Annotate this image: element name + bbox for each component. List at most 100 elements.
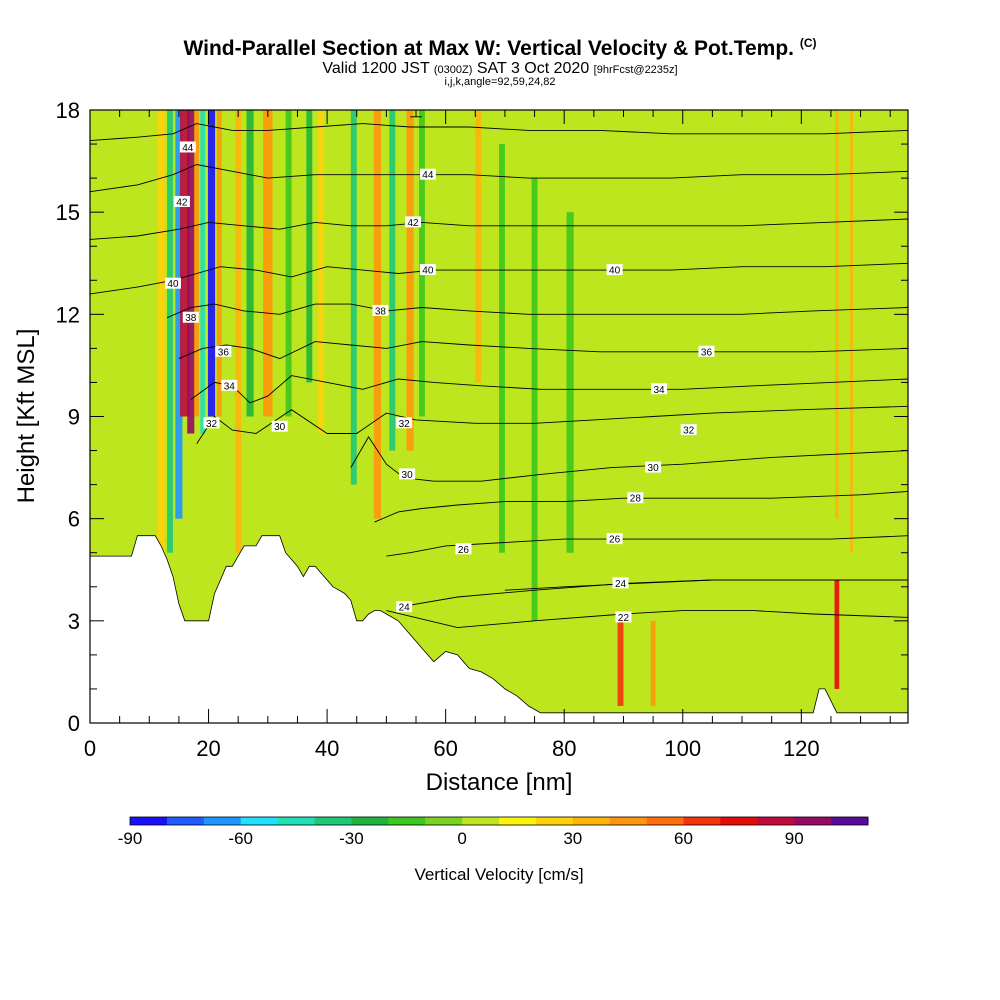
colorbar-tick-label: 30 (563, 829, 582, 848)
colorbar-swatch (646, 817, 684, 825)
contour-label: 30 (648, 463, 660, 474)
contour-label-box (215, 345, 232, 357)
contour-label-box (627, 492, 644, 504)
w-column (389, 110, 396, 451)
contour-label-box (419, 264, 436, 276)
contour-label-box (271, 420, 288, 432)
colorbar-swatch (277, 817, 315, 825)
w-column (617, 620, 624, 706)
terrain-mask (90, 535, 908, 723)
w-column (187, 110, 195, 434)
contour-label-box (405, 216, 422, 228)
x-axis-label: Distance [nm] (426, 769, 573, 796)
contour-label-box (221, 379, 238, 391)
contour-label-box (606, 264, 623, 276)
contour-label: 40 (609, 266, 621, 277)
colorbar-swatch (572, 817, 611, 825)
theta-contour-line (190, 375, 908, 404)
w-column (157, 110, 165, 553)
colorbar-swatch (794, 817, 832, 825)
contour-label: 34 (653, 385, 665, 396)
contour-label-box (615, 611, 632, 623)
chart-title-main: Wind-Parallel Section at Max W: Vertical… (183, 37, 794, 60)
w-column (350, 110, 357, 485)
colorbar-label: Vertical Velocity [cm/s] (414, 865, 583, 884)
contour-label: 40 (422, 266, 434, 277)
colorbar: -90 -60 -30 0 30 60 90 (118, 816, 869, 848)
w-column (499, 144, 505, 553)
colorbar-tick-label: 90 (785, 829, 804, 848)
contour-label: 36 (701, 347, 713, 358)
w-column (216, 110, 222, 417)
y-axis-label: Height [Kft MSL] (13, 329, 40, 504)
w-column (194, 110, 200, 417)
contour-label: 24 (615, 579, 627, 590)
contour-label-box (419, 168, 436, 180)
colorbar-swatch (130, 817, 168, 825)
chart-title: Wind-Parallel Section at Max W: Vertical… (0, 36, 1000, 61)
w-column (835, 110, 839, 519)
contour-label: 42 (407, 218, 419, 229)
contour-label-box (680, 424, 697, 436)
contour-label: 32 (399, 419, 411, 430)
contour-label: 28 (630, 494, 642, 505)
contour-label-box (396, 601, 413, 613)
colorbar-tick-label: 60 (674, 829, 693, 848)
theta-contour-line (374, 490, 908, 523)
contour-label-box (372, 304, 389, 316)
contour-label-box (164, 277, 181, 289)
x-tick-label: 40 (315, 736, 339, 761)
x-tick-label: 0 (84, 736, 96, 761)
w-column (306, 110, 313, 383)
w-column (475, 110, 482, 383)
colorbar-swatch (462, 817, 500, 825)
contour-label-box (396, 417, 413, 429)
y-tick-label: 12 (56, 302, 80, 327)
colorbar-swatch (535, 817, 574, 825)
contour-labels: 44 42 40 38 36 34 32 30 38 40 42 44 32 30 26 40 36 34 32 30… (164, 141, 715, 624)
chart-title-tag: (C) (799, 36, 817, 50)
contour-label-box (182, 311, 199, 323)
contour-label: 40 (167, 279, 179, 290)
w-column (235, 110, 242, 553)
contour-label-box (698, 345, 715, 357)
colorbar-swatch (314, 817, 352, 825)
x-axis: 0 20 40 60 80 100 120 (84, 110, 891, 761)
contour-label: 26 (609, 535, 621, 546)
w-column (834, 579, 840, 689)
y-tick-label: 6 (68, 507, 80, 532)
chart-subtitle: Valid 1200 JST (0300Z) SAT 3 Oct 2020 [9… (0, 60, 1000, 78)
contour-label: 42 (176, 197, 188, 208)
w-column (180, 110, 190, 417)
subtitle-utc: (0300Z) (433, 64, 473, 76)
colorbar-swatch (757, 817, 795, 825)
theta-contour-line (90, 218, 908, 240)
w-column (246, 110, 254, 417)
colorbar-swatch (425, 817, 463, 825)
chart-params: i,j,k,angle=92,59,24,82 (444, 76, 556, 88)
contour-label: 22 (618, 613, 630, 624)
contour-label: 38 (375, 306, 387, 317)
colorbar-tick-label: -60 (228, 829, 253, 848)
w-column (531, 178, 538, 621)
contour-label-box (203, 417, 220, 429)
contour-label: 30 (402, 470, 414, 481)
contour-label-box (173, 195, 190, 207)
w-column (263, 110, 273, 417)
subtitle-date: SAT 3 Oct 2020 (476, 60, 590, 77)
colorbar-swatch (720, 817, 758, 825)
terrain-fill (90, 535, 908, 723)
contour-label: 32 (683, 426, 695, 437)
colorbar-swatch (388, 817, 426, 825)
w-column (285, 110, 292, 417)
contour-label-box (399, 468, 416, 480)
w-column (566, 212, 574, 553)
colorbar-tick-label: -30 (339, 829, 364, 848)
w-column (850, 110, 854, 553)
contour-label-box (645, 461, 662, 473)
colorbar-swatch (203, 817, 242, 825)
contour-label-box (455, 543, 472, 555)
theta-contour-line (90, 164, 908, 193)
